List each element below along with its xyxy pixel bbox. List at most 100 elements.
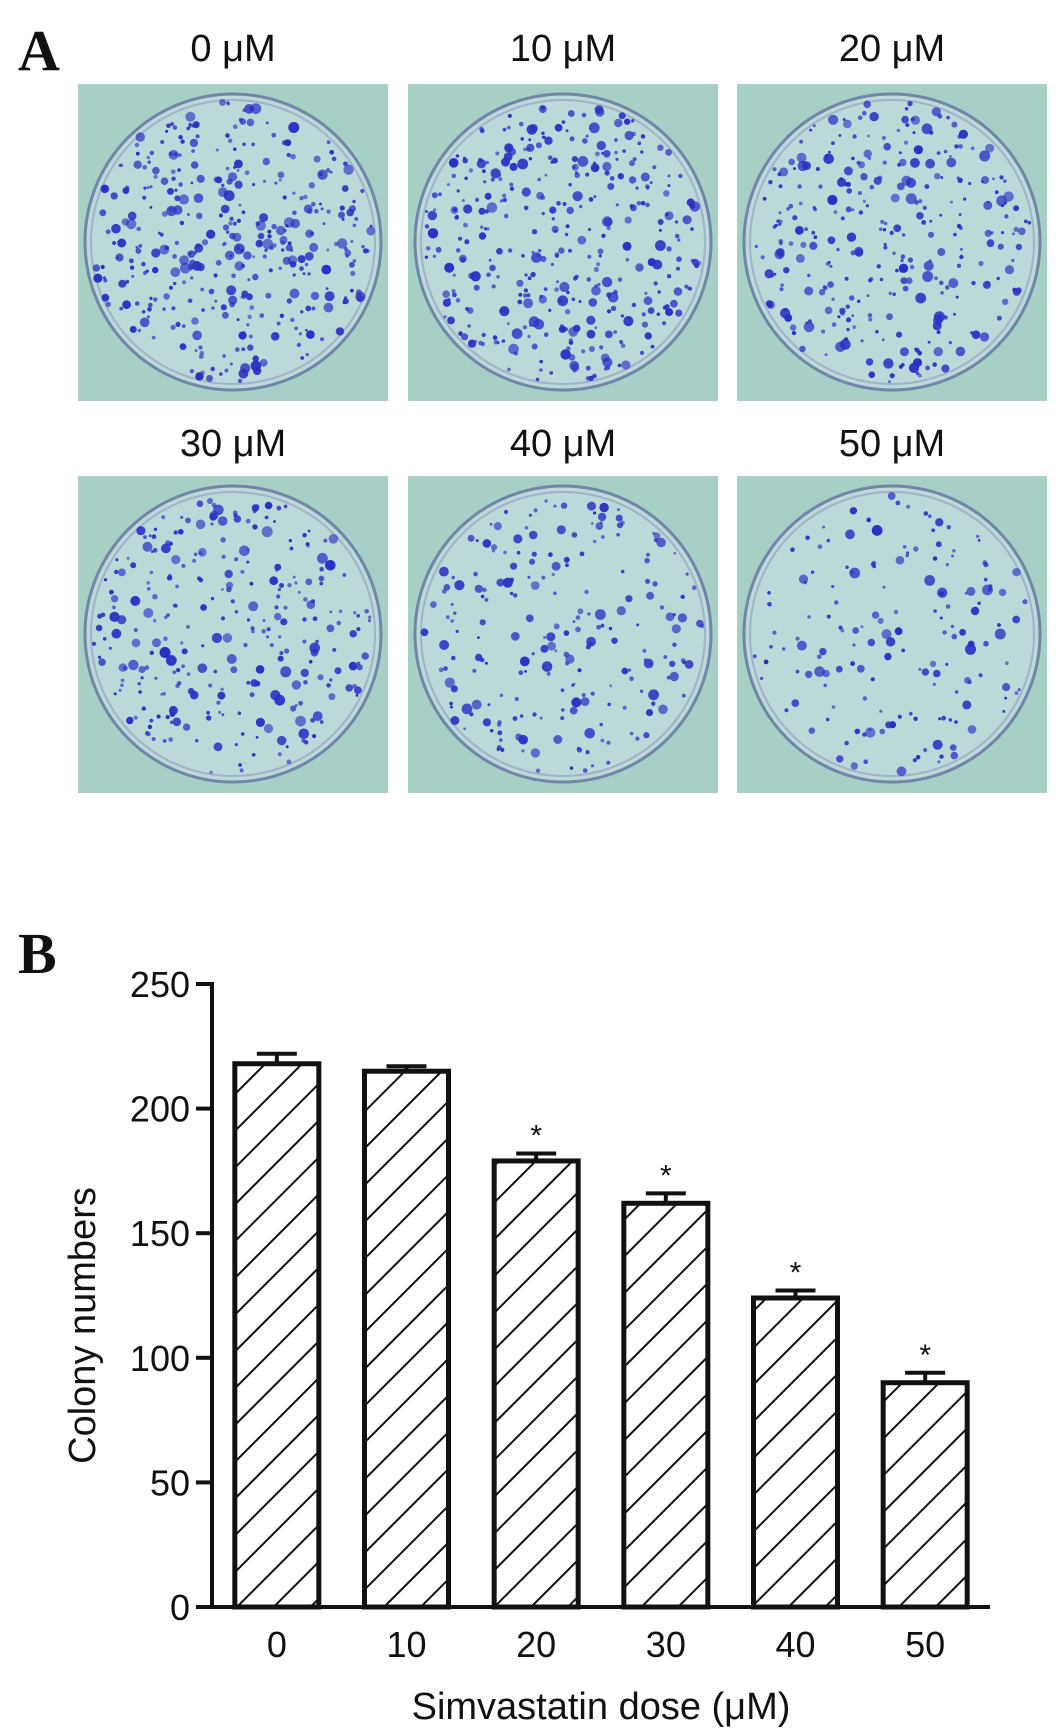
- colony-dot: [573, 276, 578, 281]
- colony-dot: [217, 691, 226, 700]
- colony-dot: [854, 728, 861, 735]
- colony-dot: [592, 373, 597, 379]
- colony-dot: [933, 347, 943, 357]
- colony-dot: [341, 217, 345, 221]
- colony-dot: [452, 273, 456, 277]
- colony-dot: [435, 246, 442, 253]
- colony-dot: [238, 331, 247, 340]
- colony-dot: [880, 219, 885, 224]
- colony-dot: [530, 748, 541, 758]
- colony-dot: [879, 227, 883, 231]
- colony-dot: [136, 226, 141, 232]
- colony-dot: [149, 718, 154, 723]
- colony-dot: [243, 251, 252, 260]
- colony-dot: [640, 172, 650, 182]
- colony-dot: [560, 716, 565, 721]
- colony-dot: [115, 253, 124, 262]
- colony-dot: [310, 717, 315, 723]
- plate-label-40: 40 μM: [509, 423, 617, 465]
- colony-dot: [237, 378, 243, 384]
- colony-dot: [285, 745, 289, 749]
- colony-dot: [498, 177, 503, 182]
- colony-dot: [229, 362, 233, 366]
- colony-dot: [644, 291, 648, 295]
- plate-image-40: [408, 476, 718, 793]
- colony-dot: [230, 599, 235, 604]
- colony-dot: [544, 173, 548, 177]
- colony-dot: [197, 547, 207, 557]
- colony-dot: [647, 307, 655, 314]
- colony-dot: [267, 234, 272, 239]
- colony-dot: [283, 605, 288, 610]
- colony-dot: [326, 209, 331, 214]
- colony-dot: [146, 155, 150, 160]
- colony-dot: [1003, 179, 1007, 183]
- colony-dot: [166, 613, 170, 617]
- colony-dot: [198, 345, 203, 350]
- colony-dot: [328, 693, 336, 701]
- petri-dish-rim: [749, 99, 1035, 385]
- y-tick-label: 150: [130, 1213, 190, 1254]
- colony-dot: [282, 195, 287, 200]
- colony-dot: [793, 167, 796, 171]
- colony-dot: [154, 676, 158, 680]
- colony-dot: [519, 121, 524, 127]
- colony-dot: [273, 520, 276, 523]
- colony-dot: [678, 173, 683, 179]
- colony-dot: [907, 100, 913, 107]
- colony-dot: [299, 196, 304, 201]
- colony-dot: [556, 201, 561, 206]
- colony-dot: [862, 732, 867, 737]
- colony-dot: [510, 631, 520, 641]
- colony-dot: [546, 671, 551, 676]
- colony-dot: [156, 714, 161, 719]
- colony-dot: [277, 587, 282, 592]
- colony-dot: [513, 351, 518, 356]
- colony-dot: [295, 715, 306, 727]
- colony-dot: [964, 591, 968, 595]
- colony-dot: [883, 242, 887, 246]
- colony-dot: [133, 715, 138, 720]
- colony-dot: [582, 138, 588, 144]
- colony-dot: [610, 305, 617, 312]
- colony-dot: [197, 576, 201, 581]
- x-tick-label: 40: [775, 1624, 815, 1665]
- colony-dot: [951, 554, 954, 558]
- colony-dot: [851, 314, 855, 318]
- colony-dot: [549, 206, 557, 214]
- colony-dot: [941, 715, 946, 721]
- colony-dot: [276, 505, 282, 511]
- colony-dot: [450, 603, 454, 606]
- colonies: [754, 100, 1032, 384]
- colony-dot: [480, 594, 485, 599]
- colony-dot: [317, 169, 328, 180]
- colony-dot: [922, 205, 927, 210]
- colony-dot: [499, 306, 510, 317]
- colony-dot: [889, 373, 895, 379]
- panel-a-letter: A: [18, 18, 60, 83]
- colony-dot: [344, 296, 348, 300]
- colony-dot: [303, 204, 313, 214]
- colony-dot: [233, 124, 238, 129]
- colony-dot: [601, 276, 613, 288]
- colony-dot: [228, 221, 233, 226]
- colony-dot: [482, 539, 492, 548]
- colony-dot: [815, 167, 820, 171]
- colony-dot: [639, 350, 645, 355]
- colony-dot: [575, 626, 581, 633]
- colony-dot: [110, 192, 118, 200]
- colony-dot: [600, 353, 610, 363]
- colony-dot: [445, 615, 450, 620]
- colony-dot: [300, 310, 304, 314]
- colony-dot: [987, 200, 990, 204]
- colony-dot: [970, 146, 975, 151]
- colony-dot: [644, 557, 650, 564]
- colony-dot: [234, 743, 238, 747]
- colony-dot: [185, 517, 191, 524]
- plate-svg: [78, 476, 388, 793]
- colony-dot: [291, 680, 302, 690]
- colony-dot: [863, 149, 872, 158]
- y-tick-label: 100: [130, 1338, 190, 1379]
- colony-dot: [137, 682, 141, 686]
